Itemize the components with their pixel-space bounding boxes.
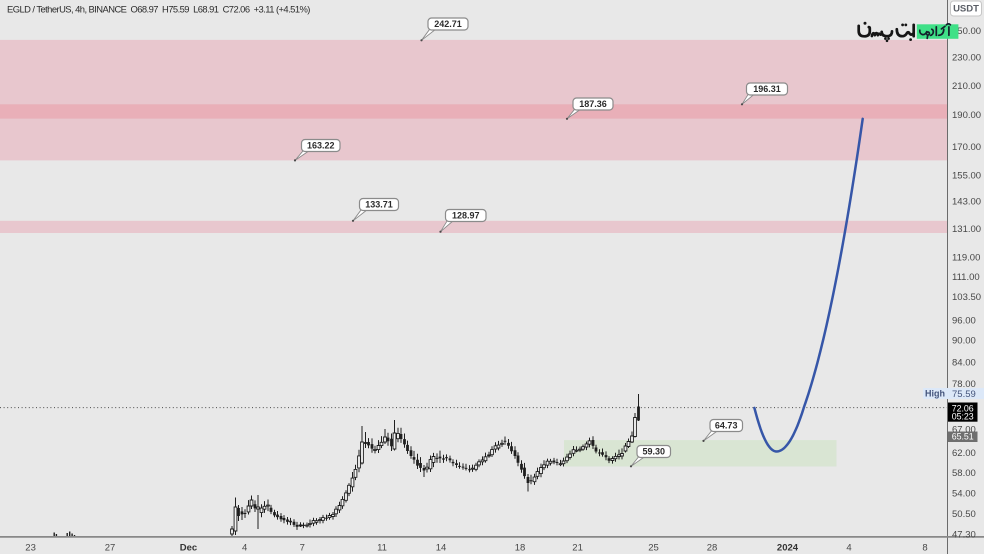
svg-text:72.06: 72.06 [952,403,974,413]
svg-text:250.00: 250.00 [952,26,981,37]
svg-text:EGLD / TetherUS, 4h, BINANCE: EGLD / TetherUS, 4h, BINANCE O68.97 H75.… [7,3,310,14]
svg-text:Dec: Dec [180,543,197,554]
svg-text:155.00: 155.00 [952,171,981,182]
svg-text:62.00: 62.00 [952,448,976,459]
svg-text:4: 4 [846,543,851,554]
svg-text:163.22: 163.22 [307,141,335,151]
svg-text:133.71: 133.71 [365,200,393,210]
svg-text:64.73: 64.73 [715,421,738,431]
svg-text:14: 14 [436,543,447,554]
svg-text:54.00: 54.00 [952,489,976,500]
svg-text:21: 21 [572,543,583,554]
svg-text:65.51: 65.51 [952,432,974,442]
svg-text:59.30: 59.30 [643,447,666,457]
svg-text:67.00: 67.00 [952,425,976,436]
svg-text:230.00: 230.00 [952,53,981,64]
svg-text:187.36: 187.36 [579,99,607,109]
svg-text:242.71: 242.71 [434,19,462,29]
svg-text:210.00: 210.00 [952,81,981,92]
svg-text:96.00: 96.00 [952,316,976,327]
svg-text:143.00: 143.00 [952,197,981,208]
svg-text:190.00: 190.00 [952,110,981,121]
svg-text:128.97: 128.97 [452,211,480,221]
svg-text:47.30: 47.30 [952,530,976,541]
svg-text:58.00: 58.00 [952,468,976,479]
svg-text:25: 25 [648,543,659,554]
svg-text:90.00: 90.00 [952,336,976,347]
svg-text:27: 27 [105,543,116,554]
svg-text:23: 23 [25,543,36,554]
svg-text:High: High [925,389,945,399]
svg-text:170.00: 170.00 [952,142,981,153]
svg-text:05:23: 05:23 [952,412,974,422]
svg-text:2024: 2024 [777,543,799,554]
svg-text:131.00: 131.00 [952,224,981,235]
svg-text:7: 7 [300,543,305,554]
svg-text:84.00: 84.00 [952,358,976,369]
svg-text:4: 4 [242,543,247,554]
svg-text:103.50: 103.50 [952,292,981,303]
svg-text:196.31: 196.31 [753,84,781,94]
svg-text:111.00: 111.00 [952,272,980,283]
svg-text:11: 11 [377,543,387,554]
svg-text:28: 28 [707,543,718,554]
svg-text:USDT: USDT [953,4,979,15]
svg-text:75.59: 75.59 [952,389,976,400]
svg-text:78.00: 78.00 [952,379,976,390]
svg-text:119.00: 119.00 [952,253,980,264]
svg-text:18: 18 [515,543,526,554]
svg-text:50.50: 50.50 [952,509,976,520]
svg-text:8: 8 [922,543,927,554]
